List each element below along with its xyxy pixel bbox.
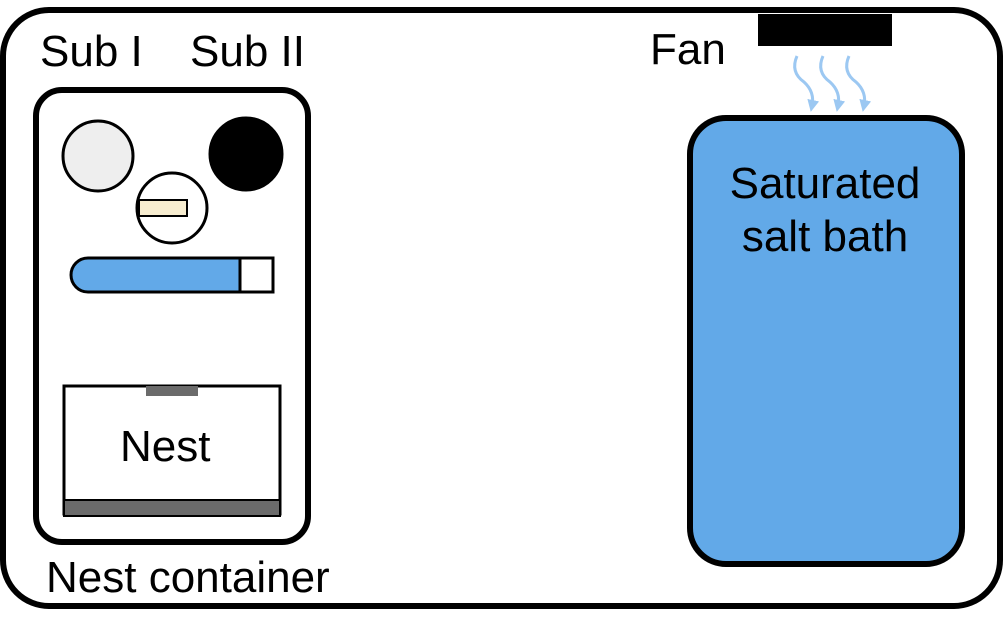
salt-bath [687, 115, 965, 567]
nest-floor [63, 499, 281, 517]
water-tube [69, 256, 242, 294]
fan-label: Fan [650, 25, 726, 74]
nest-container-label: Nest container [46, 553, 330, 602]
nest-label: Nest [120, 422, 211, 471]
sub-two-label: Sub II [190, 27, 305, 76]
food-block [138, 199, 188, 217]
fan [758, 14, 892, 46]
tube-plug [238, 256, 275, 294]
airflow-arrow [793, 55, 820, 112]
airflow-arrow [819, 55, 846, 112]
nest-entrance [146, 386, 198, 396]
sub-two-dish [208, 116, 284, 192]
airflow-arrow [845, 55, 872, 112]
sub-one-label: Sub I [40, 27, 143, 76]
salt-bath-label: Saturated salt bath [690, 158, 960, 264]
salt-bath-label-line-1: Saturated [729, 159, 921, 208]
airflow-arrows [793, 55, 872, 112]
sub-one-dish [61, 119, 135, 193]
salt-bath-label-line-2: salt bath [741, 211, 909, 261]
nest [62, 384, 282, 516]
